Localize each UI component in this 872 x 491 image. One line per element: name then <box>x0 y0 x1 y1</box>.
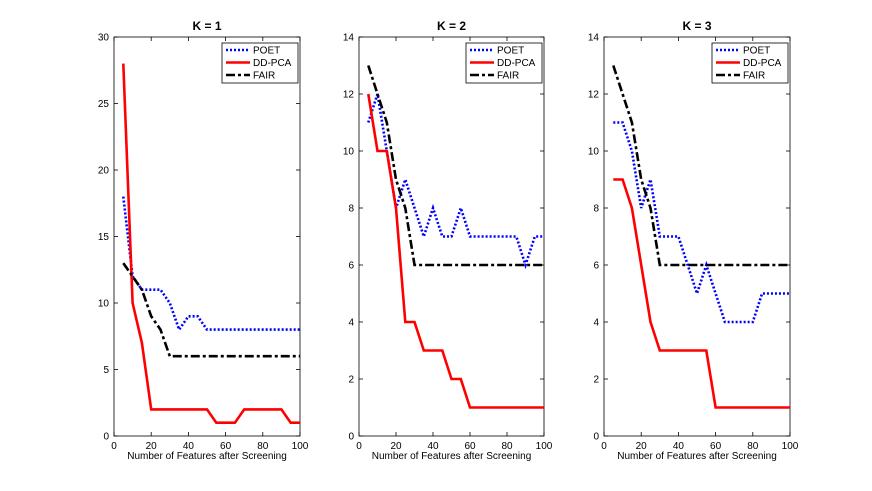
y-tick-label: 2 <box>348 375 354 386</box>
y-tick-label: 0 <box>103 432 109 443</box>
x-tick-label: 40 <box>183 441 195 452</box>
legend-label: FAIR <box>253 71 275 82</box>
y-tick-label: 15 <box>98 232 110 243</box>
x-tick-label: 20 <box>636 441 648 452</box>
x-axis-label: Number of Features after Screening <box>617 451 777 462</box>
axes-box <box>113 36 301 437</box>
x-tick-label: 60 <box>710 441 722 452</box>
x-tick-label: 60 <box>464 441 476 452</box>
panel-1: 0 20 40 60 80 100 0 5 10 15 20 25 30 K = 1 Number of F… <box>98 19 309 462</box>
y-tick-label: 12 <box>343 90 355 101</box>
panel-2: 0 20 40 60 80 100 0 2 4 6 8 10 12 14 K = 2 Number of Fe… <box>343 19 553 462</box>
x-axis-label: Number of Features after Screening <box>372 451 532 462</box>
legend-label: DD-PCA <box>743 58 782 69</box>
y-tick-label: 14 <box>588 33 600 44</box>
x-tick-label: 80 <box>747 441 759 452</box>
y-tick-label: 30 <box>98 33 110 44</box>
x-tick-label: 0 <box>111 441 117 452</box>
x-tick-label: 80 <box>501 441 513 452</box>
axes-box <box>358 36 545 437</box>
x-tick-label: 0 <box>356 441 362 452</box>
y-tick-label: 0 <box>348 432 354 443</box>
y-tick-label: 12 <box>588 90 600 101</box>
legend-label: POET <box>743 46 770 57</box>
y-tick-label: 6 <box>348 261 354 272</box>
series-line-dd-pca <box>613 178 790 409</box>
legend-label: DD-PCA <box>253 58 292 69</box>
series-line-poet <box>613 121 790 324</box>
x-axis-label: Number of Features after Screening <box>127 451 287 462</box>
axes-box <box>603 36 791 437</box>
legend-label: POET <box>497 46 524 57</box>
series-line-dd-pca <box>122 63 300 425</box>
x-tick-label: 0 <box>601 441 607 452</box>
legend-label: FAIR <box>497 71 519 82</box>
chart-title: K = 3 <box>682 19 711 33</box>
y-tick-label: 5 <box>103 365 109 376</box>
x-tick-label: 100 <box>782 441 799 452</box>
x-tick-label: 40 <box>427 441 439 452</box>
series-line-poet <box>122 196 300 333</box>
series-line-fair <box>612 65 790 267</box>
y-tick-label: 10 <box>588 147 600 158</box>
legend-label: DD-PCA <box>497 58 536 69</box>
y-tick-label: 8 <box>593 204 599 215</box>
y-tick-label: 0 <box>593 432 599 443</box>
x-tick-label: 40 <box>673 441 685 452</box>
series-line-dd-pca <box>367 93 544 409</box>
x-tick-label: 60 <box>220 441 232 452</box>
x-tick-label: 100 <box>536 441 553 452</box>
y-tick-label: 4 <box>593 318 599 329</box>
y-tick-label: 8 <box>348 204 354 215</box>
y-tick-label: 6 <box>593 261 599 272</box>
y-tick-label: 4 <box>348 318 354 329</box>
y-tick-label: 14 <box>343 33 355 44</box>
panel-3: 0 20 40 60 80 100 0 2 4 6 8 10 12 14 K = 3 Number of Fe… <box>588 19 799 462</box>
legend-label: POET <box>253 46 280 57</box>
x-tick-label: 20 <box>390 441 402 452</box>
y-tick-label: 25 <box>98 99 110 110</box>
chart-title: K = 1 <box>192 19 221 33</box>
series-line-poet <box>367 93 544 270</box>
series-line-fair <box>367 65 544 267</box>
series-line-fair <box>122 262 300 358</box>
y-tick-label: 10 <box>343 147 355 158</box>
x-tick-label: 80 <box>257 441 269 452</box>
x-tick-label: 100 <box>292 441 309 452</box>
x-tick-label: 20 <box>146 441 158 452</box>
legend-label: FAIR <box>743 71 765 82</box>
y-tick-label: 10 <box>98 299 110 310</box>
chart-title: K = 2 <box>437 19 466 33</box>
y-tick-label: 20 <box>98 166 110 177</box>
y-tick-label: 2 <box>593 375 599 386</box>
